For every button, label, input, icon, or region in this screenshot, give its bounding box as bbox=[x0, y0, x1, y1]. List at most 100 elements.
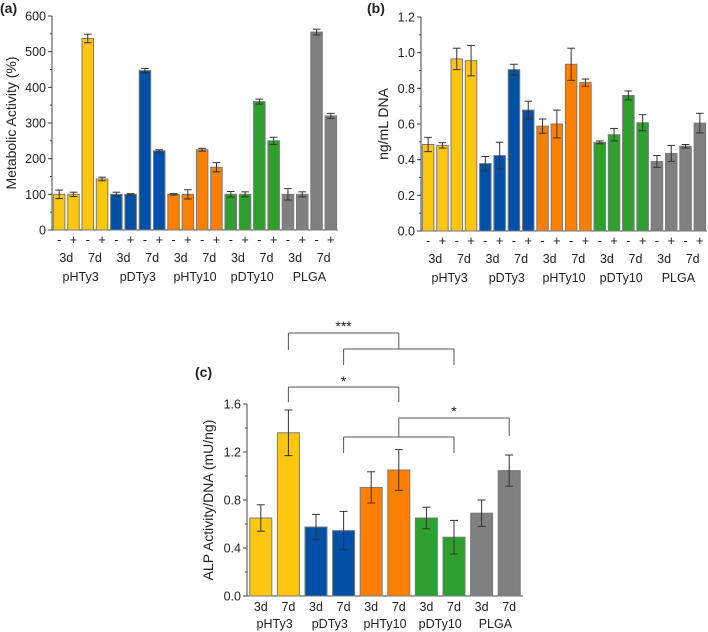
group-label: PLGA bbox=[479, 617, 513, 631]
condition-label: + bbox=[127, 232, 135, 247]
condition-label: + bbox=[496, 233, 504, 248]
bar bbox=[253, 101, 266, 231]
bar bbox=[95, 178, 109, 231]
y-tick-label: 0.4 bbox=[398, 153, 415, 167]
condition-label: + bbox=[439, 233, 447, 248]
bar bbox=[450, 58, 463, 232]
significance-label: * bbox=[341, 373, 347, 389]
bar bbox=[622, 94, 635, 232]
day-label: 3d bbox=[231, 251, 245, 265]
group-label: pHTy10 bbox=[542, 271, 585, 285]
group-label: pDTy10 bbox=[419, 617, 462, 631]
bar bbox=[550, 123, 564, 232]
group-label: pDTy3 bbox=[489, 271, 525, 285]
condition-label: + bbox=[553, 233, 561, 248]
y-axis-title: ALP Activity/DNA (mU/ng) bbox=[200, 420, 216, 581]
bar bbox=[52, 193, 66, 231]
condition-label: - bbox=[455, 233, 459, 248]
condition-label: - bbox=[598, 233, 602, 248]
condition-label: - bbox=[314, 232, 318, 247]
group-label: pHTy10 bbox=[173, 270, 216, 284]
group-label: pHTy3 bbox=[257, 617, 293, 631]
day-label: 3d bbox=[543, 252, 557, 266]
y-tick-label: 1.2 bbox=[398, 11, 415, 25]
condition-label: - bbox=[114, 232, 118, 247]
panel-b: (b)0.00.20.40.60.81.01.2ng/mL DNA- + - +3d 7… bbox=[367, 0, 707, 285]
bar bbox=[110, 193, 123, 231]
bar bbox=[210, 166, 223, 231]
bar bbox=[593, 141, 606, 232]
bar bbox=[479, 163, 492, 232]
day-label: 7d bbox=[337, 600, 351, 614]
group-label: pDTy3 bbox=[312, 617, 348, 631]
condition-label: + bbox=[696, 233, 704, 248]
day-label: 3d bbox=[254, 600, 268, 614]
y-tick-label: 0.4 bbox=[224, 542, 241, 556]
bar bbox=[507, 69, 521, 232]
bar bbox=[497, 470, 521, 597]
bar bbox=[359, 486, 383, 597]
day-label: 3d bbox=[174, 251, 188, 265]
day-label: 7d bbox=[502, 600, 516, 614]
day-label: 3d bbox=[486, 252, 500, 266]
bar bbox=[238, 193, 252, 231]
condition-label: - bbox=[540, 233, 544, 248]
condition-label: - bbox=[286, 232, 290, 247]
bar bbox=[276, 432, 300, 597]
group-label: PLGA bbox=[662, 271, 696, 285]
condition-label: - bbox=[229, 232, 233, 247]
condition-label: - bbox=[143, 232, 147, 247]
bar bbox=[436, 144, 449, 232]
bar bbox=[224, 193, 237, 231]
y-tick-label: 1.0 bbox=[398, 46, 415, 60]
bar bbox=[124, 193, 137, 231]
bar bbox=[607, 134, 621, 232]
condition-label: - bbox=[483, 233, 487, 248]
y-tick-label: 1.2 bbox=[224, 446, 241, 460]
day-label: 7d bbox=[514, 252, 528, 266]
bar bbox=[153, 150, 166, 231]
bar bbox=[414, 517, 438, 597]
bar bbox=[650, 160, 664, 232]
bar bbox=[296, 193, 309, 231]
y-tick-label: 300 bbox=[25, 117, 46, 131]
condition-label: - bbox=[512, 233, 516, 248]
condition-label: + bbox=[241, 232, 249, 247]
y-tick-label: 0 bbox=[39, 224, 46, 238]
day-label: 7d bbox=[571, 252, 585, 266]
y-axis-title: Metabolic Activity (%) bbox=[3, 56, 19, 189]
condition-label: - bbox=[626, 233, 630, 248]
condition-label: - bbox=[171, 232, 175, 247]
day-label: 3d bbox=[657, 252, 671, 266]
condition-label: + bbox=[582, 233, 590, 248]
y-tick-label: 0.6 bbox=[398, 118, 415, 132]
day-label: 3d bbox=[59, 251, 73, 265]
bar bbox=[464, 60, 478, 232]
bar-group-pDTy10: 3d 7d pDTy10 bbox=[414, 506, 466, 631]
y-tick-label: 0.0 bbox=[224, 590, 241, 604]
group-label: pHTy3 bbox=[432, 271, 468, 285]
significance-label: * bbox=[451, 403, 457, 419]
day-label: 7d bbox=[88, 251, 102, 265]
y-axis-title: ng/mL DNA bbox=[375, 87, 391, 160]
bar bbox=[81, 37, 94, 231]
y-tick-label: 0.8 bbox=[398, 82, 415, 96]
bar-group-pHTy3: 3d 7d pHTy3 bbox=[249, 409, 300, 631]
panel-label: (a) bbox=[0, 0, 17, 16]
bar-group-pDTy3: 3d 7d pDTy3 bbox=[304, 510, 356, 631]
bar bbox=[579, 82, 592, 232]
day-label: 3d bbox=[364, 600, 378, 614]
significance-label: *** bbox=[335, 318, 352, 334]
day-label: 3d bbox=[475, 600, 489, 614]
condition-label: + bbox=[467, 233, 475, 248]
y-tick-label: 0.8 bbox=[224, 494, 241, 508]
y-tick-label: 100 bbox=[25, 188, 46, 202]
group-label: pDTy10 bbox=[231, 270, 274, 284]
